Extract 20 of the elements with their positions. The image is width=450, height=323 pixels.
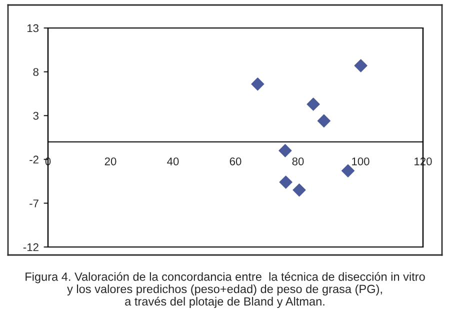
point [279,176,292,189]
point [354,59,368,72]
y-tick-label: -2 [30,156,38,164]
x-tick-label: 60 [230,157,242,166]
x-tick-label: 80 [292,157,304,166]
y-tick-label: 13 [27,24,38,32]
x-tick-label: 40 [167,157,179,166]
y-tick-label: 3 [33,112,38,120]
point [306,98,320,111]
point [251,78,264,91]
y-tick-label: 8 [33,68,38,76]
y-tick-label: -7 [30,200,38,208]
text: Figura 4. Valoración de la concordancia entre la técnica de disección in vitro y los valores predichos (peso+edad) de peso de grasa (PG), a través del plotaje de Bland y Altman. [26,272,425,308]
x-tick-label: 100 [352,157,370,166]
x-tick-label: 20 [104,157,116,166]
point [292,183,306,197]
y-tick-label: -12 [23,243,38,252]
point [317,114,331,128]
point [341,164,355,178]
point [278,144,292,158]
